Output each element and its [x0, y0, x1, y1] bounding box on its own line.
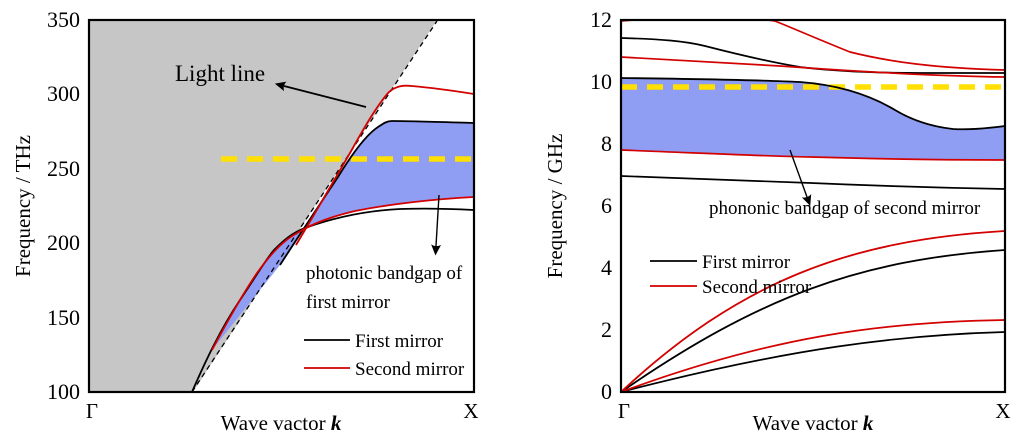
svg-text:Wave vactor k: Wave vactor k	[753, 411, 874, 435]
svg-text:X: X	[463, 399, 478, 423]
svg-text:first mirror: first mirror	[306, 292, 391, 313]
svg-text:300: 300	[47, 81, 80, 106]
svg-text:Γ: Γ	[86, 399, 98, 423]
svg-text:8: 8	[601, 131, 612, 156]
svg-text:2: 2	[601, 317, 612, 342]
svg-text:10: 10	[590, 69, 612, 94]
svg-text:Frequency / GHz: Frequency / GHz	[543, 134, 567, 279]
svg-text:Frequency / THz: Frequency / THz	[11, 135, 35, 277]
svg-text:4: 4	[601, 255, 612, 280]
svg-text:photonic bandgap of: photonic bandgap of	[306, 263, 463, 284]
svg-text:Γ: Γ	[618, 399, 630, 423]
svg-text:100: 100	[47, 379, 80, 404]
svg-text:Light line: Light line	[175, 61, 265, 86]
svg-text:phononic bandgap of second mir: phononic bandgap of second mirror	[709, 198, 981, 219]
svg-text:X: X	[995, 399, 1010, 423]
svg-text:0: 0	[601, 379, 612, 404]
svg-text:250: 250	[47, 156, 80, 181]
svg-text:Wave vactor k: Wave vactor k	[221, 411, 342, 435]
svg-text:12: 12	[590, 7, 612, 32]
svg-text:Second mirror: Second mirror	[355, 359, 465, 380]
svg-text:150: 150	[47, 305, 80, 330]
svg-text:Second mirror: Second mirror	[702, 277, 812, 298]
svg-text:6: 6	[601, 193, 612, 218]
svg-text:350: 350	[47, 7, 80, 32]
svg-text:200: 200	[47, 230, 80, 255]
svg-text:First mirror: First mirror	[355, 331, 444, 352]
svg-text:First mirror: First mirror	[702, 252, 791, 273]
